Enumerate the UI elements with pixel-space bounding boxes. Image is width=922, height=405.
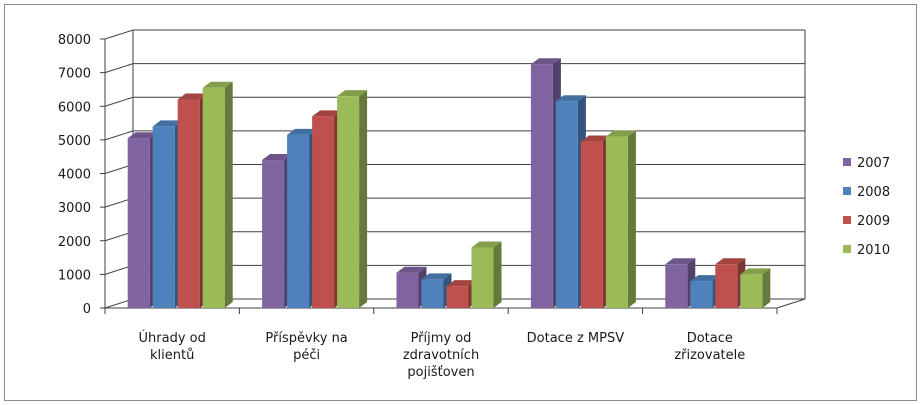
legend-swatch: [843, 216, 851, 224]
x-category-label: Úhrady od klientů: [139, 330, 206, 363]
legend-item: 2009: [843, 214, 890, 229]
floor-edge: [776, 298, 806, 309]
legend-swatch: [843, 158, 851, 166]
x-axis-category-labels: Úhrady od klientů Příspěvky na péči Příjmy o…: [139, 330, 746, 380]
x-category-label: Příspěvky na péči: [265, 331, 347, 363]
y-tick-label: 2000: [58, 235, 91, 250]
chart-frame: 0 1000 2000 3000 4000 5000 6000 7000 8000 Úhrady…: [4, 4, 917, 401]
legend-item: 2010: [843, 243, 890, 258]
bar: [740, 268, 771, 308]
x-category-label: Dotace zřizovatele: [674, 331, 745, 363]
y-tick-label: 6000: [58, 100, 91, 115]
y-tick-label: 8000: [58, 33, 91, 48]
chart-legend: 2007 2008 2009 2010: [843, 156, 890, 258]
y-axis-tick-labels: 0 1000 2000 3000 4000 5000 6000 7000 8000: [58, 33, 91, 317]
y-tick-label: 3000: [58, 201, 91, 216]
bar: [605, 130, 636, 308]
legend-label: 2007: [857, 156, 890, 171]
bar: [715, 258, 746, 308]
y-tick-label: 7000: [58, 67, 91, 82]
legend-item: 2008: [843, 185, 890, 200]
chart-bars: [127, 58, 771, 309]
bar: [337, 90, 368, 308]
bar-chart: 0 1000 2000 3000 4000 5000 6000 7000 8000 Úhrady…: [58, 29, 890, 380]
legend-label: 2010: [857, 243, 890, 258]
x-category-label: Příjmy od zdravotních pojišťoven: [403, 331, 479, 380]
gridline: [104, 29, 805, 40]
y-tick-label: 0: [83, 302, 91, 317]
legend-item: 2007: [843, 156, 890, 171]
bar: [471, 241, 502, 308]
legend-label: 2009: [857, 214, 890, 229]
gridline: [104, 63, 805, 74]
legend-swatch: [843, 187, 851, 195]
y-tick-label: 4000: [58, 168, 91, 183]
bar: [202, 81, 233, 308]
y-tick-label: 1000: [58, 268, 91, 283]
legend-swatch: [843, 245, 851, 253]
legend-label: 2008: [857, 185, 890, 200]
y-tick-label: 5000: [58, 134, 91, 149]
x-category-label: Dotace z MPSV: [527, 331, 625, 346]
